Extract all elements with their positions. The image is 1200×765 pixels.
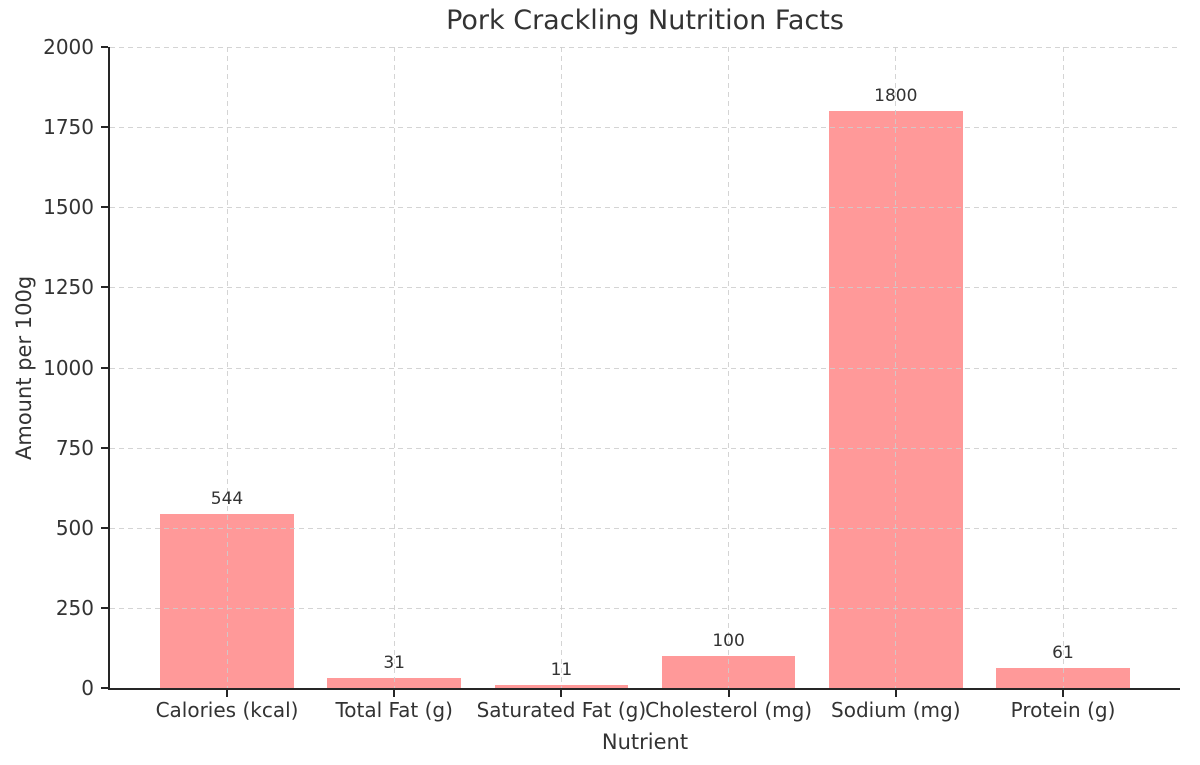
x-axis-label: Nutrient — [601, 730, 689, 754]
y-tick-label-0: 0 — [81, 676, 94, 700]
bar-protein-g — [996, 668, 1130, 688]
bar-value-label-saturated-fat-g: 11 — [550, 659, 573, 680]
y-gridline-1500 — [110, 207, 1180, 209]
x-tick-label-cholesterol-mg: Cholesterol (mg) — [645, 698, 813, 722]
y-gridline-2000 — [110, 47, 1180, 48]
x-tick-label-saturated-fat-g: Saturated Fat (g) — [476, 698, 647, 722]
x-tick-label-calories-kcal: Calories (kcal) — [155, 698, 299, 722]
bar-value-label-protein-g: 61 — [1052, 643, 1074, 664]
bar-total-fat-g — [327, 678, 462, 688]
y-tick-250 — [101, 606, 108, 609]
bar-value-label-cholesterol-mg: 100 — [712, 630, 745, 651]
x-tick-saturated-fat-g — [560, 690, 563, 697]
x-tick-calories-kcal — [226, 690, 228, 697]
y-tick-label-1250: 1250 — [43, 275, 94, 300]
y-tick-1750 — [101, 126, 108, 129]
y-tick-label-750: 750 — [55, 435, 94, 460]
bar-value-label-sodium-mg: 1800 — [874, 86, 918, 107]
y-gridline-1250 — [110, 287, 1180, 289]
y-tick-label-1500: 1500 — [43, 195, 94, 220]
x-gridline-protein-g — [1062, 47, 1064, 688]
x-tick-label-protein-g: Protein (g) — [1010, 698, 1116, 722]
x-tick-protein-g — [1062, 690, 1064, 697]
y-tick-1250 — [101, 286, 108, 289]
y-tick-0 — [101, 687, 108, 689]
y-tick-1500 — [101, 206, 108, 209]
bar-value-label-total-fat-g: 31 — [383, 653, 405, 674]
y-tick-750 — [101, 446, 108, 449]
y-tick-label-500: 500 — [55, 515, 94, 540]
x-tick-cholesterol-mg — [727, 690, 730, 697]
x-gridline-cholesterol-mg — [728, 47, 730, 688]
bar-value-label-calories-kcal: 544 — [210, 488, 244, 509]
y-gridline-1750 — [110, 127, 1180, 129]
bar-saturated-fat-g — [494, 684, 629, 688]
bar-cholesterol-mg — [661, 655, 796, 688]
y-tick-2000 — [101, 46, 108, 48]
y-tick-label-250: 250 — [55, 595, 94, 620]
x-tick-total-fat-g — [393, 690, 396, 697]
x-gridline-saturated-fat-g — [560, 47, 562, 688]
y-gridline-750 — [110, 447, 1180, 449]
y-gridline-1000 — [110, 367, 1180, 369]
y-tick-label-2000: 2000 — [43, 35, 94, 59]
x-tick-sodium-mg — [894, 690, 897, 697]
chart-title: Pork Crackling Nutrition Facts — [446, 5, 844, 36]
y-tick-1000 — [101, 366, 108, 369]
bar-calories-kcal — [160, 513, 294, 688]
bar-sodium-mg — [828, 111, 963, 688]
x-tick-label-total-fat-g: Total Fat (g) — [335, 698, 453, 722]
y-tick-label-1000: 1000 — [43, 355, 94, 380]
y-tick-500 — [101, 526, 108, 529]
y-tick-label-1750: 1750 — [43, 115, 94, 140]
x-tick-label-sodium-mg: Sodium (mg) — [831, 698, 961, 722]
x-gridline-total-fat-g — [393, 47, 395, 688]
plot-area: Nutrient 0 250 500 750 1000 1250 1500 1750 2000 C… — [43, 35, 1180, 754]
